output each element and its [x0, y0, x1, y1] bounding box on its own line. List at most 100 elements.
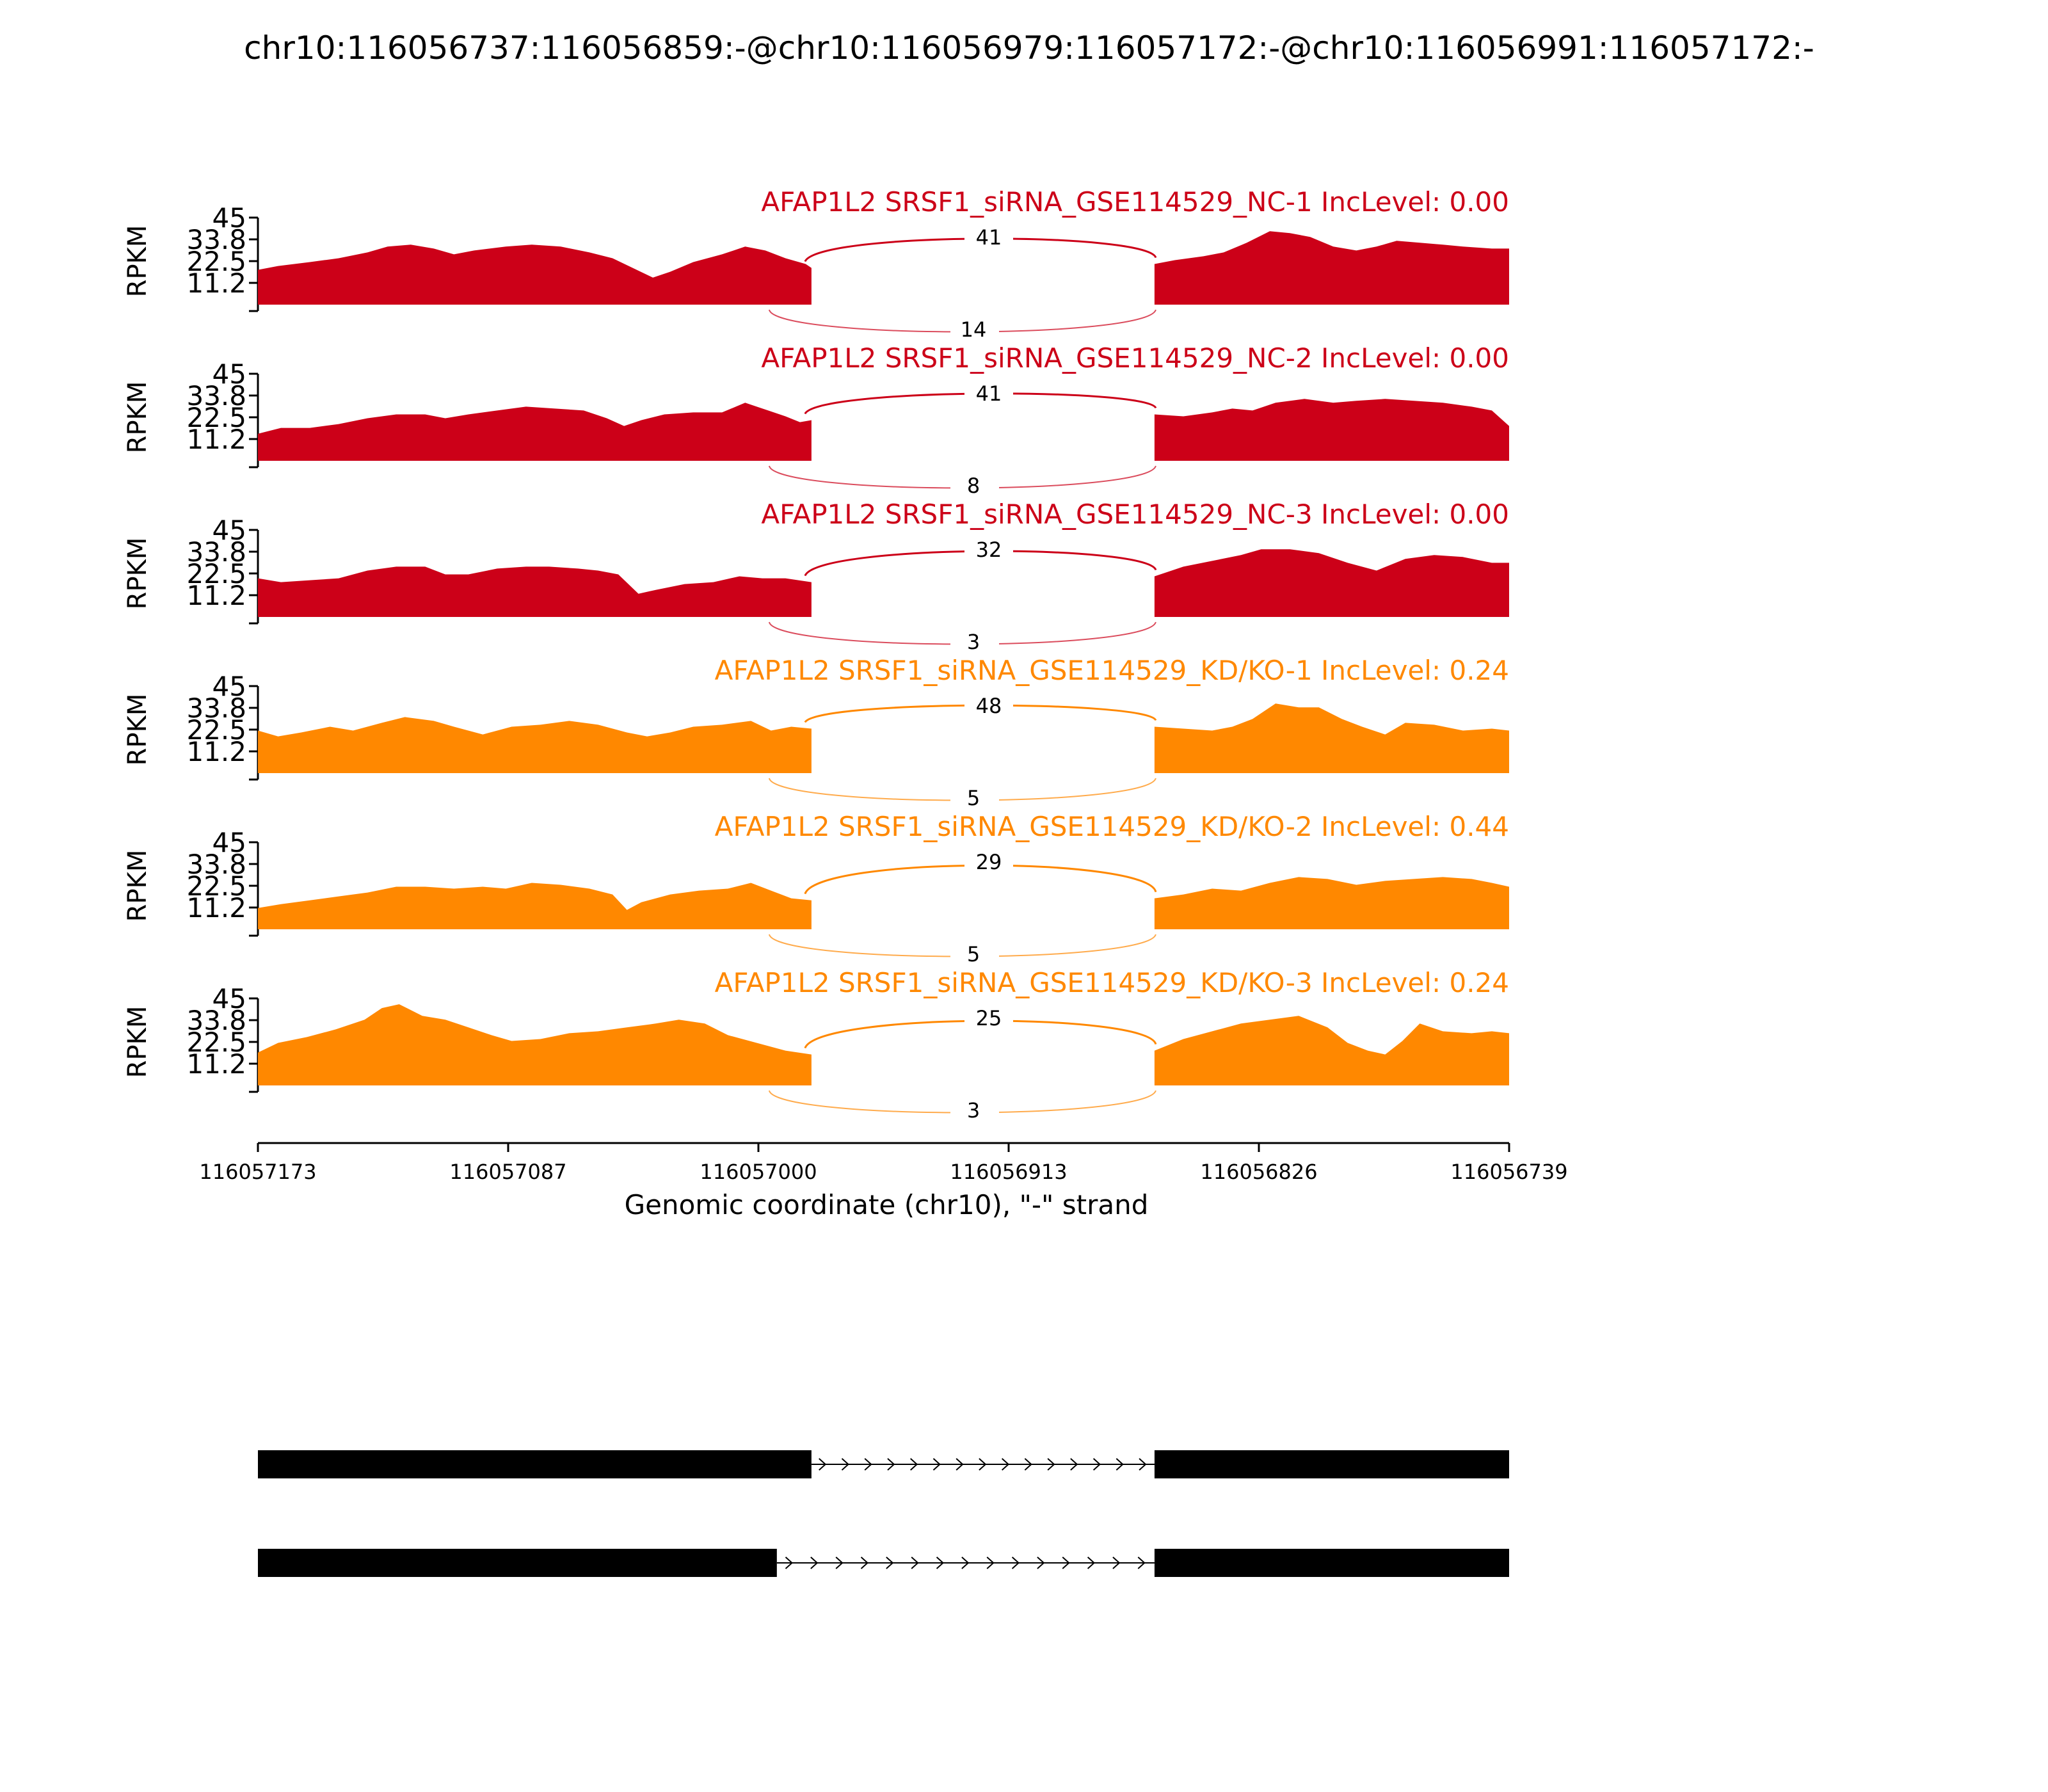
x-axis: Genomic coordinate (chr10), "-" strand 1…	[199, 1142, 1568, 1220]
strand-arrow	[910, 1458, 918, 1471]
strand-arrow	[986, 1556, 995, 1569]
y-tick-label: 45	[212, 202, 246, 234]
strand-arrow	[1047, 1458, 1055, 1471]
junction-count-bg	[964, 227, 1013, 250]
strand-arrow	[810, 1556, 819, 1569]
strand-arrow	[841, 1458, 849, 1471]
strand-arrow	[835, 1556, 844, 1569]
coverage-area-exon1	[258, 244, 812, 305]
junction-count-top: 48	[976, 694, 1002, 718]
y-tick-label: 11.2	[186, 268, 246, 299]
track-title: AFAP1L2 SRSF1_siRNA_GSE114529_NC-2 IncLe…	[761, 342, 1509, 374]
junction-count-bg	[964, 383, 1013, 406]
strand-arrow	[1062, 1556, 1070, 1569]
y-tick-label: 33.8	[186, 1005, 246, 1036]
strand-arrow	[979, 1458, 987, 1471]
strand-arrow	[1070, 1458, 1078, 1471]
junction-count-bottom: 14	[961, 317, 987, 342]
junction-count-bg	[964, 695, 1013, 718]
junction-count-bg	[964, 1007, 1013, 1030]
exon-block-2	[1154, 1549, 1509, 1577]
strand-arrow	[1112, 1556, 1121, 1569]
exon-block-1	[258, 1549, 777, 1577]
exon-block-1	[258, 1450, 812, 1478]
y-axis-label: RPKM	[123, 850, 152, 922]
y-tick-label: 22.5	[186, 714, 246, 746]
coverage-area-exon2	[1154, 703, 1509, 773]
y-axis-label: RPKM	[123, 538, 152, 610]
coverage-area-exon2	[1154, 549, 1509, 617]
junction-count-bg	[964, 851, 1013, 874]
junction-count-bg	[950, 474, 999, 497]
coverage-area-exon2	[1154, 399, 1509, 461]
y-tick-label: 33.8	[186, 692, 246, 724]
strand-arrow	[1087, 1556, 1096, 1569]
exon-block-2	[1154, 1450, 1509, 1478]
strand-arrow	[1024, 1458, 1032, 1471]
coverage-area-exon2	[1154, 231, 1509, 305]
coverage-area-exon1	[258, 566, 812, 617]
y-tick-label: 11.2	[186, 424, 246, 455]
strand-arrow	[1001, 1458, 1010, 1471]
coverage-area-exon1	[258, 1004, 812, 1085]
x-tick-label: 116057000	[700, 1160, 817, 1184]
strand-arrow	[911, 1556, 919, 1569]
strand-arrow	[860, 1556, 869, 1569]
coverage-area-exon2	[1154, 1016, 1509, 1085]
strand-arrow	[887, 1458, 895, 1471]
junction-count-bottom: 8	[967, 474, 980, 498]
y-tick-label: 22.5	[186, 1027, 246, 1058]
y-tick-label: 45	[212, 983, 246, 1014]
y-tick-label: 22.5	[186, 870, 246, 902]
y-tick-label: 11.2	[186, 892, 246, 924]
coverage-area-exon1	[258, 403, 812, 461]
junction-count-bg	[950, 786, 999, 809]
x-tick-label: 116057087	[449, 1160, 566, 1184]
y-tick-label: 33.8	[186, 380, 246, 412]
strand-arrow	[1139, 1458, 1147, 1471]
strand-arrow	[886, 1556, 894, 1569]
strand-arrow	[1116, 1458, 1124, 1471]
y-axis-label: RPKM	[123, 225, 152, 298]
isoform-1	[258, 1450, 1509, 1478]
y-axis-label: RPKM	[123, 381, 152, 454]
junction-count-bg	[950, 942, 999, 965]
junction-count-bottom: 5	[967, 942, 980, 966]
y-tick-label: 33.8	[186, 536, 246, 568]
strand-arrow	[961, 1556, 970, 1569]
junction-count-top: 25	[976, 1006, 1002, 1030]
junction-count-top: 29	[976, 850, 1002, 874]
strand-arrow	[1011, 1556, 1020, 1569]
strand-arrow	[864, 1458, 872, 1471]
y-tick-label: 11.2	[186, 1048, 246, 1080]
y-tick-label: 45	[212, 358, 246, 390]
y-tick-label: 45	[212, 671, 246, 702]
x-tick-label: 116057173	[199, 1160, 316, 1184]
track-title: AFAP1L2 SRSF1_siRNA_GSE114529_NC-3 IncLe…	[761, 499, 1509, 530]
y-tick-label: 22.5	[186, 246, 246, 277]
isoform-models	[258, 1450, 1509, 1577]
strand-arrow	[936, 1556, 945, 1569]
y-tick-label: 22.5	[186, 402, 246, 433]
junction-count-bg	[950, 1098, 999, 1121]
y-tick-label: 11.2	[186, 736, 246, 767]
y-axis-label: RPKM	[123, 1006, 152, 1078]
track-title: AFAP1L2 SRSF1_siRNA_GSE114529_NC-1 IncLe…	[761, 186, 1509, 218]
coverage-area-exon2	[1154, 877, 1509, 929]
junction-count-bg	[964, 539, 1013, 562]
y-tick-label: 11.2	[186, 580, 246, 611]
x-axis-label: Genomic coordinate (chr10), "-" strand	[625, 1189, 1149, 1220]
junction-count-bottom: 3	[967, 630, 980, 654]
y-tick-label: 22.5	[186, 558, 246, 589]
chart-title: chr10:116056737:116056859:-@chr10:116056…	[244, 29, 1814, 67]
junction-count-top: 41	[976, 381, 1002, 406]
track-title: AFAP1L2 SRSF1_siRNA_GSE114529_KD/KO-3 In…	[715, 967, 1509, 998]
strand-arrow	[956, 1458, 964, 1471]
isoform-2	[258, 1549, 1509, 1577]
strand-arrow	[819, 1458, 827, 1471]
